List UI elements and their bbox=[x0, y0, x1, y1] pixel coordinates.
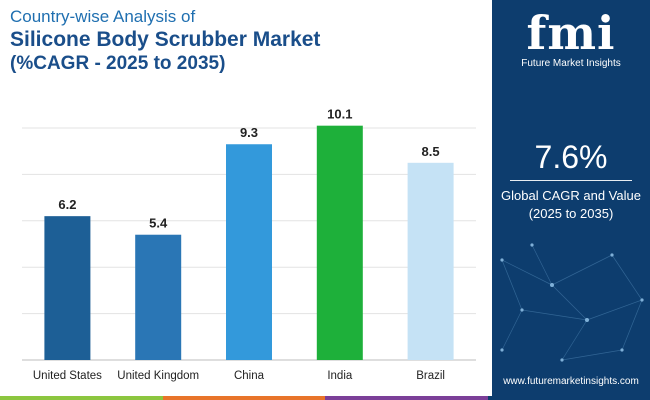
data-label: 9.3 bbox=[240, 125, 258, 140]
bar bbox=[135, 234, 182, 360]
bar-chart: 6.2 United States 5.4 United Kingdom 9.3 Chin… bbox=[22, 107, 476, 382]
title-line-2: Silicone Body Scrubber Market bbox=[10, 28, 321, 51]
bottom-color-strip bbox=[0, 396, 650, 400]
cagr-value: 7.6% bbox=[534, 139, 608, 175]
data-label: 5.4 bbox=[149, 216, 168, 231]
fmi-logo-icon: fmi Future Market Insights bbox=[492, 10, 650, 69]
strip-segment bbox=[162, 396, 325, 400]
bar bbox=[316, 125, 363, 361]
data-label: 8.5 bbox=[422, 144, 440, 159]
strip-segment bbox=[0, 396, 163, 400]
logo-subtitle: Future Market Insights bbox=[521, 58, 621, 69]
title-block: Country-wise Analysis of Silicone Body S… bbox=[10, 6, 320, 76]
title-line-3: (%CAGR - 2025 to 2035) bbox=[10, 53, 226, 74]
x-tick-label: Brazil bbox=[416, 370, 445, 382]
strip-segment bbox=[487, 396, 650, 400]
bar bbox=[226, 144, 272, 360]
x-tick-label: United Kingdom bbox=[117, 370, 199, 382]
x-tick-label: China bbox=[234, 370, 265, 382]
website-url: www.futuremarketinsights.com bbox=[503, 376, 639, 387]
title-line-1: Country-wise Analysis of bbox=[10, 7, 196, 26]
bar bbox=[44, 216, 91, 360]
data-label: 6.2 bbox=[58, 197, 76, 212]
cagr-divider bbox=[510, 180, 632, 181]
side-panel: fmi Future Market Insights 7.6% Global C… bbox=[492, 0, 650, 400]
cagr-summary: 7.6% Global CAGR and Value (2025 to 2035… bbox=[492, 138, 650, 223]
logo-mark: fmi bbox=[526, 6, 616, 60]
strip-segment bbox=[325, 396, 488, 400]
network-graphic-icon bbox=[500, 243, 644, 362]
x-tick-label: United States bbox=[33, 370, 102, 382]
data-label: 10.1 bbox=[327, 107, 352, 122]
bar bbox=[407, 162, 454, 360]
x-tick-label: India bbox=[327, 370, 353, 382]
cagr-label-line-1: Global CAGR and Value bbox=[501, 188, 641, 203]
cagr-label-line-2: (2025 to 2035) bbox=[528, 206, 614, 221]
